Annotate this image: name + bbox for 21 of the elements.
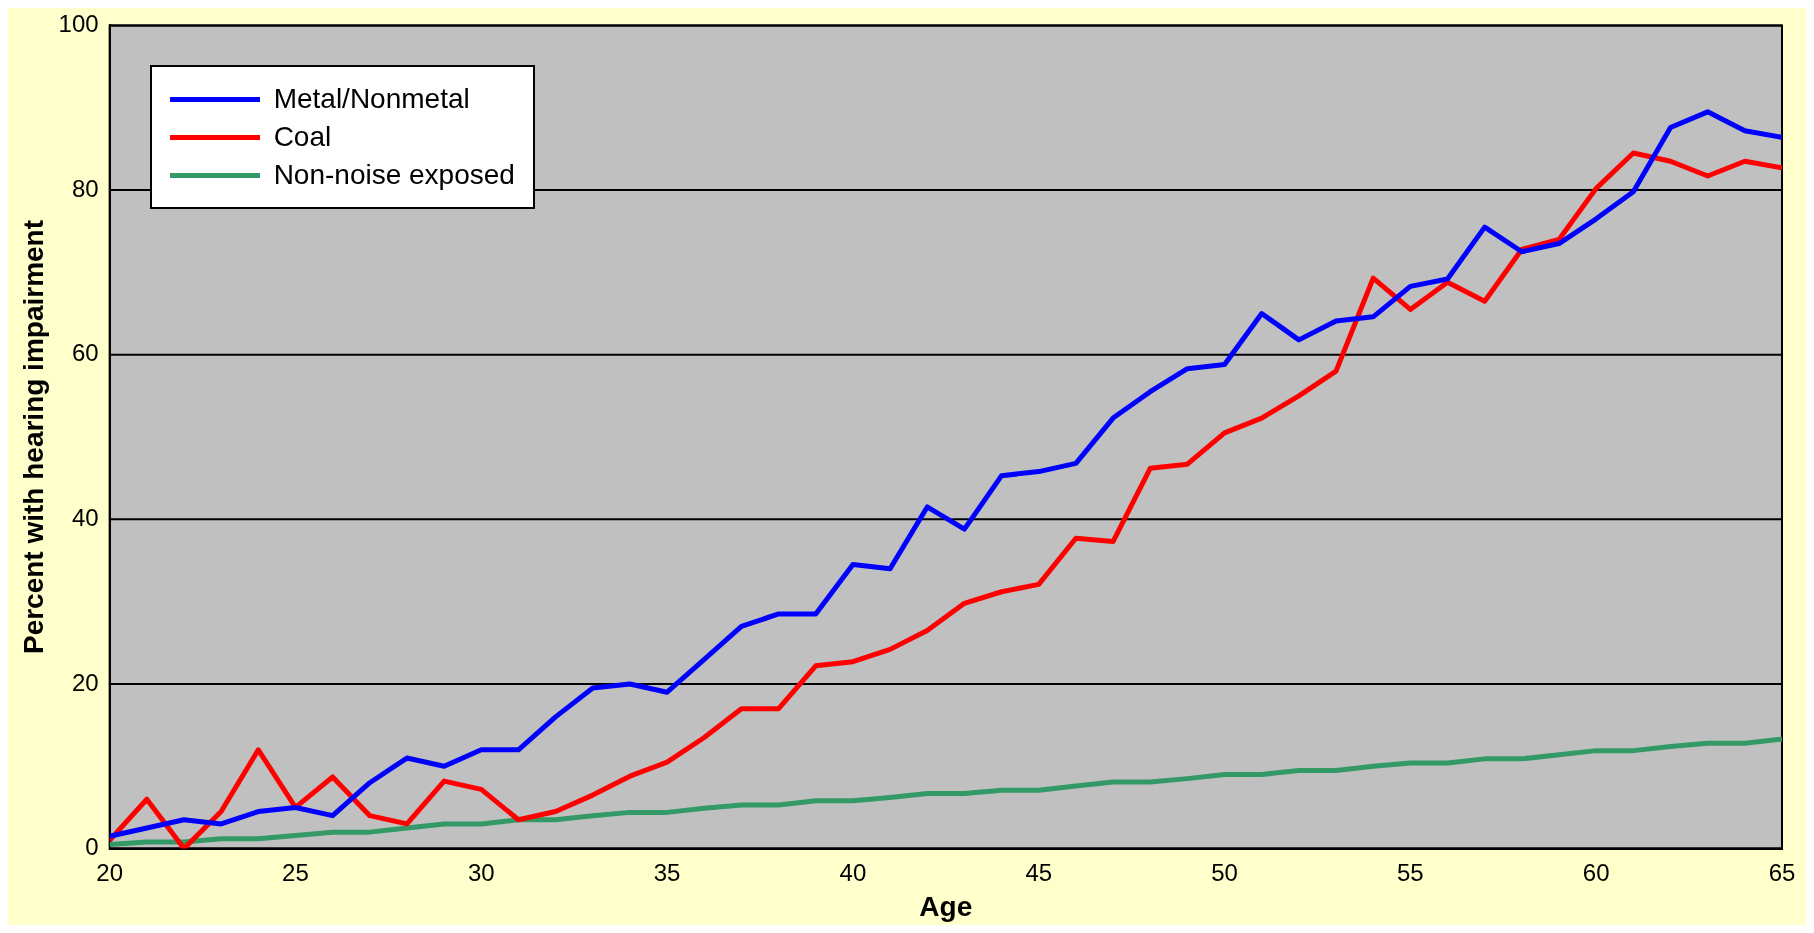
x-tick-label: 60 — [1582, 858, 1610, 886]
x-tick-label: 40 — [839, 858, 867, 886]
y-tick-label: 60 — [71, 339, 99, 367]
y-tick-label: 20 — [71, 668, 99, 696]
x-axis-title: Age — [919, 890, 973, 922]
x-tick-label: 65 — [1768, 858, 1796, 886]
y-tick-label: 80 — [71, 174, 99, 202]
y-tick-label: 0 — [85, 833, 99, 861]
x-tick-label: 20 — [96, 858, 123, 886]
legend-label: Coal — [273, 121, 332, 154]
x-tick-label: 25 — [282, 858, 309, 886]
x-tick-label: 35 — [653, 858, 681, 886]
y-tick-label: 40 — [71, 503, 99, 531]
y-tick-label: 100 — [58, 10, 99, 38]
y-axis-title: Percent with hearing impairment — [17, 219, 49, 655]
legend-label: Metal/Nonmetal — [273, 83, 470, 116]
x-tick-label: 30 — [467, 858, 495, 886]
x-tick-label: 55 — [1397, 858, 1424, 886]
legend-label: Non-noise exposed — [273, 159, 515, 192]
x-tick-label: 45 — [1025, 858, 1053, 886]
x-tick-label: 50 — [1211, 858, 1238, 886]
